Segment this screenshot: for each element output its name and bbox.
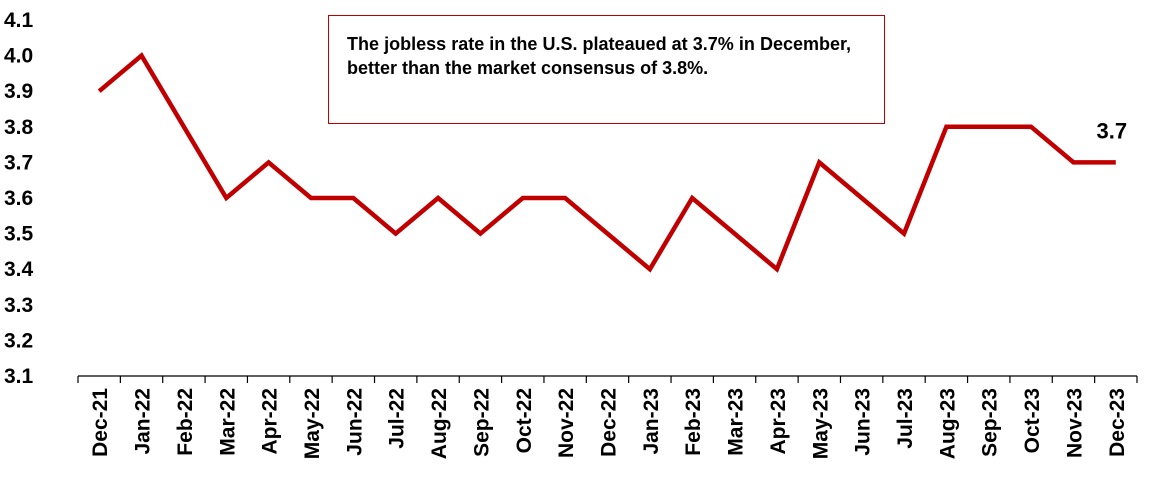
x-tick-label: Aug-23 bbox=[936, 388, 959, 459]
x-tick-label: Jul-22 bbox=[386, 388, 409, 449]
x-tick-label: Sep-23 bbox=[979, 388, 1002, 457]
y-tick-label: 3.4 bbox=[4, 258, 34, 281]
x-tick-label: Feb-22 bbox=[174, 388, 197, 456]
x-tick-label: Jan-22 bbox=[132, 388, 155, 455]
x-tick-label: Jul-23 bbox=[894, 388, 917, 449]
y-tick-label: 4.1 bbox=[4, 9, 34, 32]
y-tick-label: 3.8 bbox=[4, 116, 34, 139]
x-tick-label: Dec-23 bbox=[1106, 388, 1129, 457]
x-tick-label: Oct-22 bbox=[513, 388, 536, 453]
y-tick-label: 3.2 bbox=[4, 329, 33, 352]
annotation-text: The jobless rate in the U.S. plateaued a… bbox=[347, 34, 851, 78]
x-tick-label: Nov-23 bbox=[1063, 388, 1086, 458]
last-value-label: 3.7 bbox=[1097, 118, 1128, 143]
x-tick-label: Jun-23 bbox=[852, 388, 875, 456]
y-tick-label: 4.0 bbox=[4, 45, 33, 68]
x-tick-label: Aug-22 bbox=[428, 388, 451, 459]
x-tick-label: Feb-23 bbox=[682, 388, 705, 456]
y-tick-label: 3.7 bbox=[4, 151, 33, 174]
x-tick-label: Apr-22 bbox=[259, 388, 282, 455]
x-tick-label: Dec-22 bbox=[598, 388, 621, 457]
x-tick-label: Mar-22 bbox=[216, 388, 239, 456]
y-axis: 3.1 3.2 3.3 3.4 3.5 3.6 3.7 3.8 3.9 4.0 4.1 bbox=[4, 9, 34, 388]
x-tick-label: Jun-22 bbox=[343, 388, 366, 456]
x-tick-label: Nov-22 bbox=[555, 388, 578, 458]
x-tick-label: Mar-23 bbox=[725, 388, 748, 456]
y-tick-label: 3.3 bbox=[4, 294, 33, 317]
x-tick-label: Dec-21 bbox=[89, 388, 112, 457]
data-labels: 3.7 bbox=[1097, 118, 1128, 143]
x-tick-label: May-22 bbox=[301, 388, 324, 459]
y-tick-label: 3.1 bbox=[4, 365, 34, 388]
y-tick-label: 3.5 bbox=[4, 223, 34, 246]
y-tick-label: 3.6 bbox=[4, 187, 33, 210]
annotation-box: The jobless rate in the U.S. plateaued a… bbox=[328, 15, 885, 124]
y-tick-label: 3.9 bbox=[4, 80, 33, 103]
series-line-group bbox=[97, 52, 1116, 273]
x-tick-label: Oct-23 bbox=[1021, 388, 1044, 453]
x-tick-label: Jan-23 bbox=[640, 388, 663, 455]
x-tick-label: May-23 bbox=[809, 388, 832, 459]
x-axis: Dec-21 Jan-22 Feb-22 Mar-22 Apr-22 May-22 Jun-… bbox=[77, 375, 1138, 459]
x-tick-label: Sep-22 bbox=[470, 388, 493, 457]
x-tick-label: Apr-23 bbox=[767, 388, 790, 455]
